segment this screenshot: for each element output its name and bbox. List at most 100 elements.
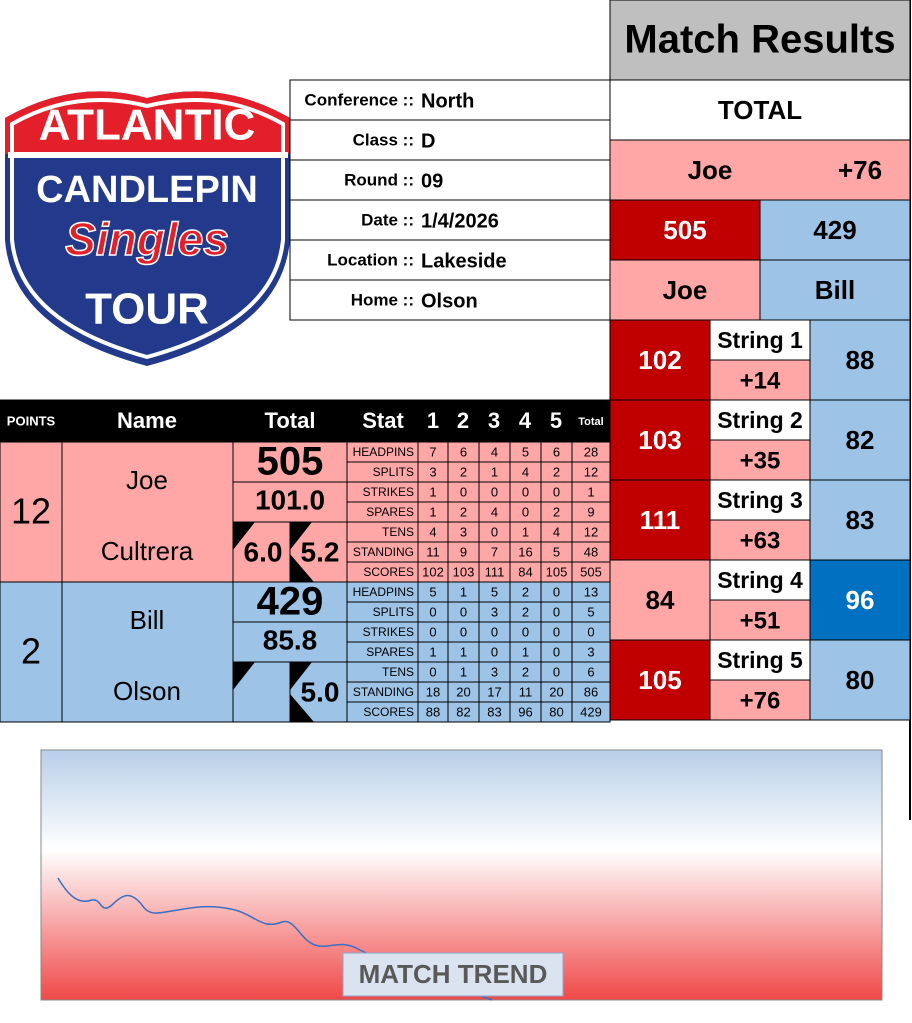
name2-cell: [759, 259, 911, 321]
stat-value: 2: [553, 464, 560, 479]
stat-value: 16: [518, 544, 532, 559]
stat-value: 11: [426, 544, 440, 559]
stat-name: STANDING: [353, 545, 414, 559]
stat-value: 4: [522, 464, 529, 479]
points: 12: [11, 491, 51, 532]
stat-total: 3: [587, 644, 594, 659]
header-label: Name: [117, 408, 177, 433]
stat-value: 102: [422, 564, 444, 579]
stat-value: 103: [453, 564, 475, 579]
stat-name: SPLITS: [373, 465, 414, 479]
stat-value: 11: [519, 684, 533, 699]
player-total: 505: [257, 440, 324, 484]
name-cell: [61, 441, 234, 583]
stat-value: 20: [549, 684, 563, 699]
shield-top: [5, 91, 290, 154]
stat-value: 1: [522, 644, 529, 659]
stat-value: 1: [429, 644, 436, 659]
leader-name: Joe: [688, 155, 733, 185]
info-label: Conference ::: [304, 90, 414, 109]
stat-value: 0: [460, 604, 467, 619]
logo-line: ATLANTIC: [39, 101, 256, 150]
string-p2-cell: [809, 559, 911, 641]
stat-value: 18: [426, 684, 440, 699]
string-label: String 3: [717, 487, 803, 513]
stat-value: 80: [549, 704, 563, 719]
info-label: Round ::: [344, 170, 414, 189]
stat-value: 5: [553, 544, 560, 559]
logo-line: Singles: [65, 213, 229, 265]
stat-value: 3: [429, 464, 436, 479]
header-label: Total: [578, 416, 603, 428]
stat-total: 86: [584, 684, 598, 699]
leader-margin: +76: [838, 155, 882, 185]
stat-total: 9: [587, 504, 594, 519]
stat-name: SCORES: [363, 705, 414, 719]
box-corner: [233, 522, 255, 550]
string-p1-cell: [609, 479, 711, 561]
stat-value: 4: [429, 524, 436, 539]
stat-value: 96: [518, 704, 532, 719]
stat-total: 13: [584, 584, 598, 599]
stat-value: 105: [546, 564, 568, 579]
stat-value: 5: [491, 584, 498, 599]
string-diff-cell: [709, 519, 811, 561]
string-p2: 83: [846, 505, 875, 535]
stat-value: 2: [553, 504, 560, 519]
stat-name: HEADPINS: [353, 585, 414, 599]
stat-value: 1: [460, 584, 467, 599]
stat-value: 1: [522, 524, 529, 539]
stat-total: 12: [584, 524, 598, 539]
total-label: TOTAL: [718, 95, 802, 125]
stat-value: 0: [491, 484, 498, 499]
string-label-cell: [709, 399, 811, 441]
stat-value: 0: [553, 484, 560, 499]
stat-value: 0: [460, 624, 467, 639]
stat-value: 6: [460, 444, 467, 459]
points-cell: [0, 441, 63, 583]
stat-value: 4: [491, 504, 498, 519]
string-diff: +76: [740, 687, 781, 714]
box-corner: [290, 554, 314, 582]
stat-value: 0: [553, 584, 560, 599]
stat-value: 5: [429, 584, 436, 599]
results-title: Match Results: [624, 18, 895, 62]
stat-total: 5: [587, 604, 594, 619]
string-p1: 111: [640, 505, 681, 535]
info-value: 1/4/2026: [421, 210, 499, 232]
string-p1-cell: [609, 319, 711, 401]
trend-label: MATCH TREND: [359, 959, 548, 989]
stat-name: SPARES: [366, 505, 414, 519]
stat-value: 2: [522, 664, 529, 679]
info-value: Olson: [421, 290, 478, 312]
stat-value: 82: [456, 704, 470, 719]
stat-value: 5: [522, 444, 529, 459]
string-p1-cell: [609, 639, 711, 721]
stat-total: 429: [580, 704, 602, 719]
stat-value: 20: [456, 684, 470, 699]
string-label-cell: [709, 319, 811, 361]
points: 2: [21, 631, 41, 672]
info-value: D: [421, 130, 435, 152]
string-p2: 82: [846, 425, 875, 455]
info-label: Class ::: [353, 130, 414, 149]
total-cell: [232, 441, 348, 483]
box-value: 5.0: [301, 676, 340, 707]
logo-line: TOUR: [85, 285, 209, 334]
string-p2: 80: [846, 665, 875, 695]
info-row: [289, 159, 611, 201]
stat-name: STRIKES: [363, 485, 414, 499]
stat-value: 83: [487, 704, 501, 719]
stat-value: 0: [491, 644, 498, 659]
stat-name: STRIKES: [363, 625, 414, 639]
stat-total: 505: [580, 564, 602, 579]
string-p1: 84: [646, 585, 675, 615]
string-p2-cell: [809, 639, 911, 721]
stat-value: 0: [553, 664, 560, 679]
string-label: String 2: [717, 407, 803, 433]
stat-total: 48: [584, 544, 598, 559]
trend-label-box: [342, 952, 564, 997]
box-value: 5.2: [301, 536, 340, 567]
stat-name: STANDING: [353, 685, 414, 699]
